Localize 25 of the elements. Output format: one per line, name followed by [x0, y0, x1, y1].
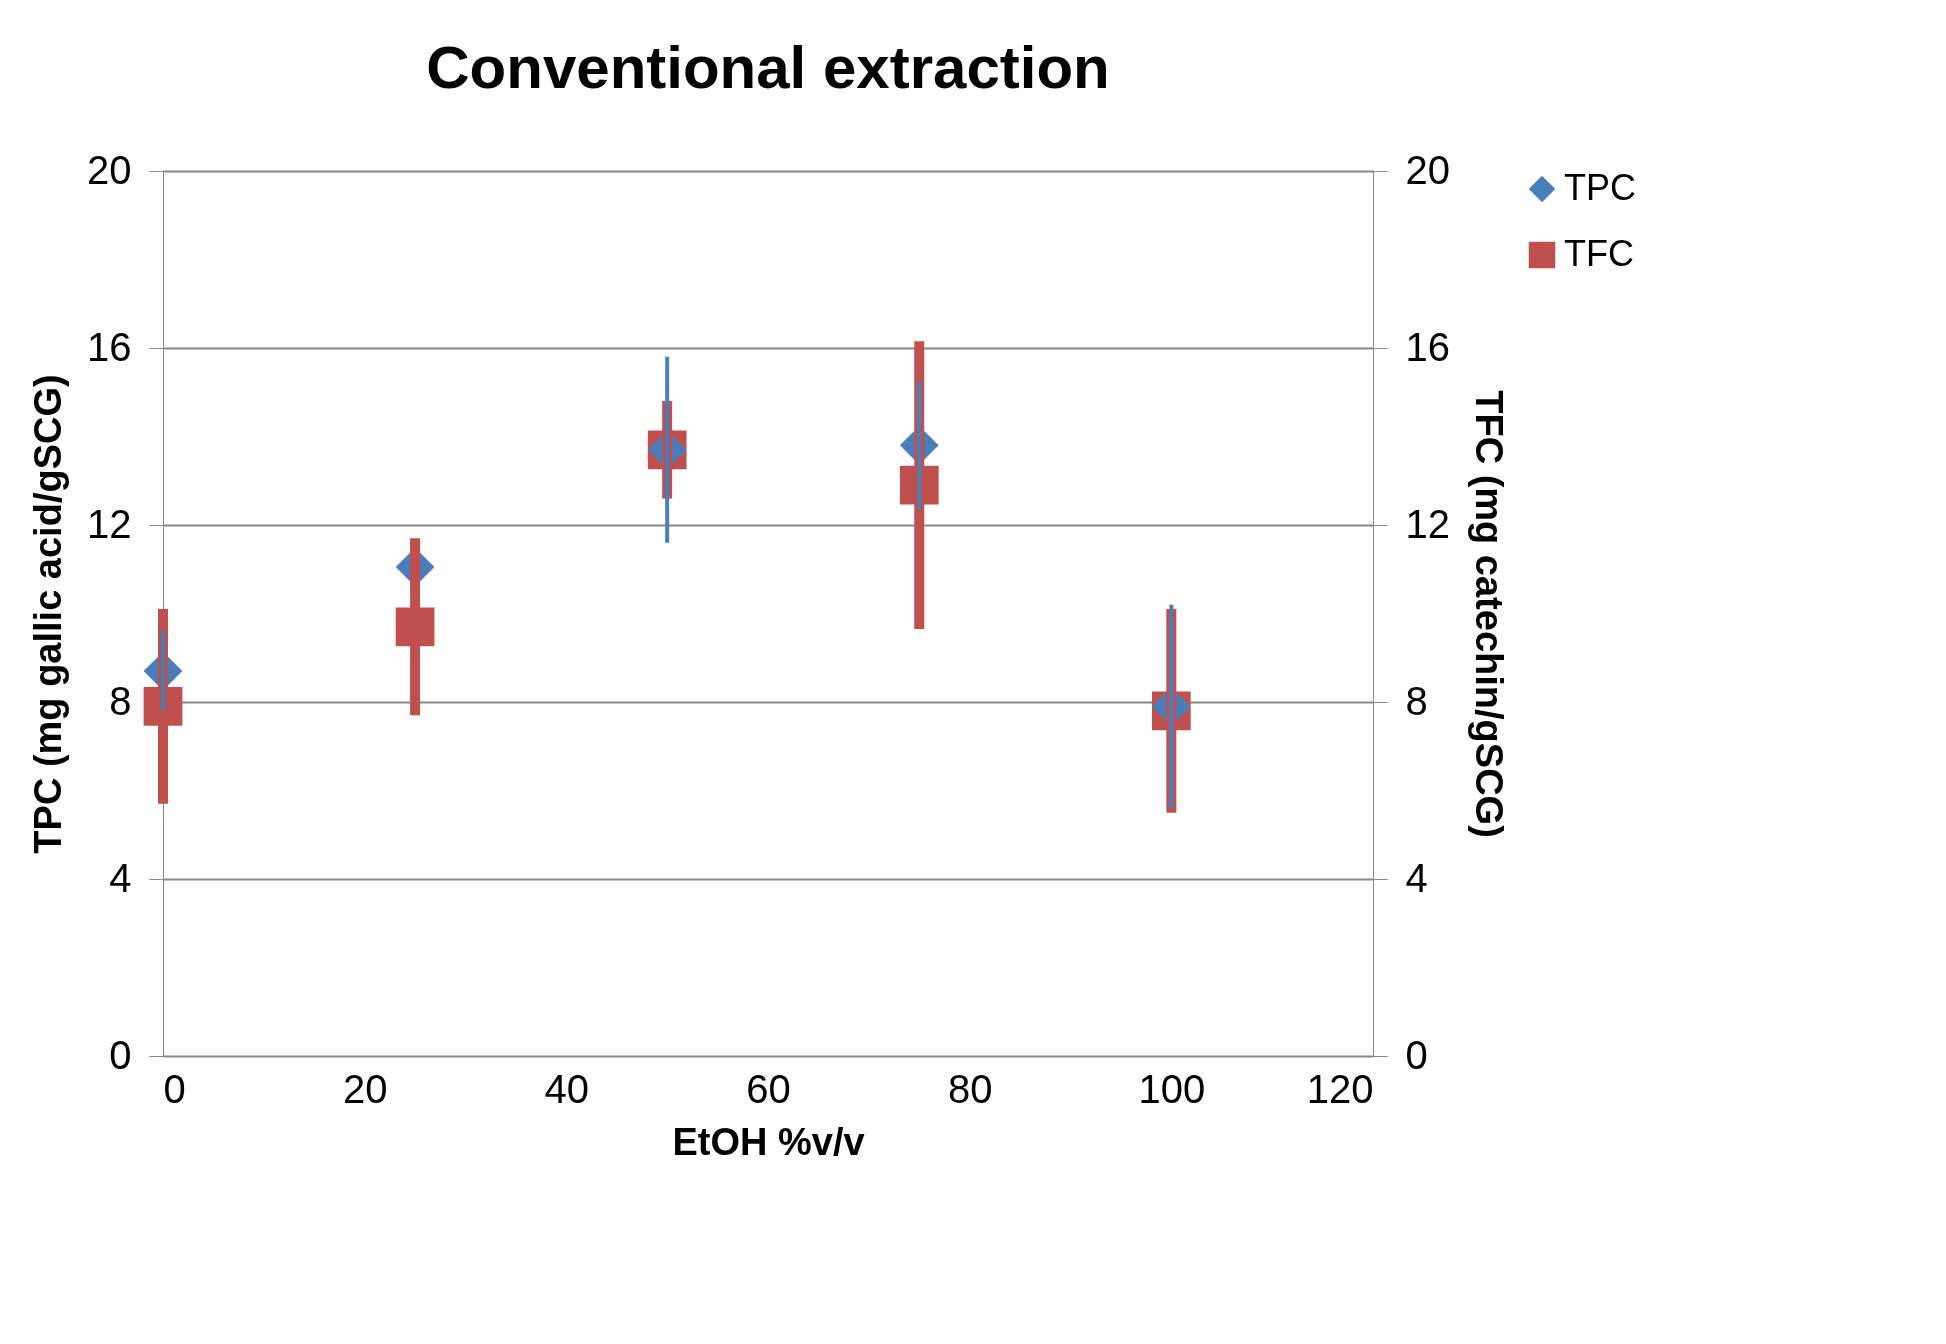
y2-tick-label: 16: [1405, 324, 1450, 369]
y-tick-label: 8: [109, 678, 132, 723]
x-tick-label: 60: [746, 1066, 791, 1111]
y-tick-label: 4: [109, 855, 132, 900]
y-axis-title: TPC (mg gallic acid/gSCG): [27, 374, 70, 854]
y2-tick-label: 0: [1405, 1032, 1428, 1077]
y2-axis-title: TFC (mg catechin/gSCG): [1467, 390, 1510, 838]
x-axis-title: EtOH %v/v: [672, 1120, 865, 1163]
y-tick-label: 20: [87, 147, 132, 192]
legend-label: TFC: [1564, 233, 1634, 274]
chart-title: Conventional extraction: [426, 34, 1110, 101]
y2-tick-label: 8: [1405, 678, 1428, 723]
x-tick-label: 100: [1138, 1066, 1206, 1111]
x-tick-label: 40: [544, 1066, 590, 1111]
y2-tick-label: 12: [1405, 501, 1450, 546]
x-tick-label: 0: [163, 1066, 186, 1111]
y-tick-label: 16: [87, 324, 132, 369]
y-tick-label: 0: [109, 1032, 132, 1077]
y2-tick-label: 4: [1405, 855, 1428, 900]
x-tick-label: 20: [342, 1066, 388, 1111]
x-tick-label: 120: [1306, 1066, 1374, 1111]
x-tick-label: 80: [947, 1066, 993, 1111]
legend-label: TPC: [1564, 167, 1636, 208]
y-tick-label: 12: [87, 501, 132, 546]
y2-tick-label: 20: [1405, 147, 1450, 192]
